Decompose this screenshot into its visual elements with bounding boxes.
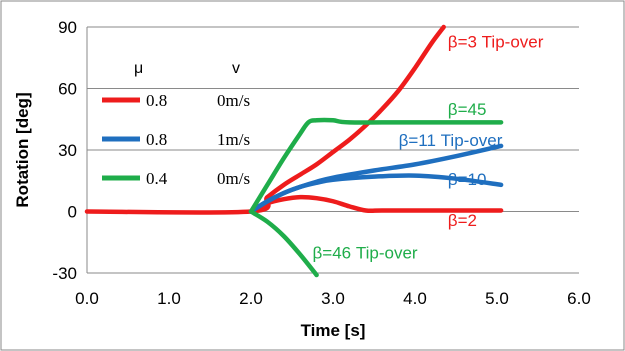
series-line-4 (248, 117, 504, 214)
x-tick-label: 6.0 (567, 289, 591, 308)
annotation-0: β=3 Tip-over (448, 33, 544, 52)
y-tick-label: 0 (68, 203, 77, 222)
annotation-1: β=45 (448, 100, 487, 119)
tick-labels: -30 0 30 60 90 0.0 1.0 2.0 3.0 4.0 5.0 6.0 (52, 18, 590, 308)
y-axis-title: Rotation [deg] (13, 92, 32, 207)
legend: μ v 0.8 0m/s 0.8 1m/s 0.4 0m/s (102, 60, 250, 188)
y-tick-label: 30 (58, 141, 77, 160)
x-axis-title: Time [s] (301, 321, 366, 340)
legend-v-1: 1m/s (217, 130, 250, 149)
annotation-2: β=11 Tip-over (399, 131, 503, 150)
x-tick-label: 5.0 (485, 289, 509, 308)
annotations: β=3 Tip-over β=45 β=11 Tip-over β=10 β=2 β=46… (313, 33, 544, 263)
legend-mu-1: 0.8 (146, 130, 167, 149)
x-tick-label: 0.0 (75, 289, 99, 308)
x-tick-label: 2.0 (239, 289, 263, 308)
y-tick-label: 90 (58, 18, 77, 37)
x-tick-label: 4.0 (403, 289, 427, 308)
x-tick-label: 1.0 (157, 289, 181, 308)
series-line-5 (248, 209, 319, 278)
legend-mu-0: 0.8 (146, 91, 167, 110)
legend-mu-2: 0.4 (146, 169, 168, 188)
annotation-3: β=10 (448, 170, 487, 189)
annotation-5: β=46 Tip-over (313, 244, 418, 263)
x-tick-label: 3.0 (321, 289, 345, 308)
legend-v-2: 0m/s (217, 169, 250, 188)
y-tick-label: 60 (58, 80, 77, 99)
legend-v-0: 0m/s (217, 91, 250, 110)
legend-header-v: v (232, 60, 240, 77)
series-line-3 (248, 173, 504, 214)
series-line-1 (248, 194, 504, 214)
annotation-4: β=2 (448, 211, 477, 230)
y-tick-label: -30 (52, 264, 77, 283)
legend-header-mu: μ (134, 60, 143, 77)
series-lines (84, 24, 504, 278)
